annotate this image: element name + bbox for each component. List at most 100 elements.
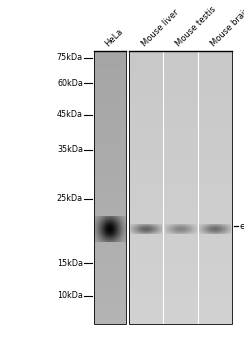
Bar [175,228,176,229]
Bar [122,228,123,229]
Bar [184,230,185,231]
Bar [189,230,190,231]
Bar [178,225,179,226]
Bar [150,225,151,226]
Bar [202,233,203,234]
Bar [113,231,114,232]
Bar [199,233,200,234]
Bar [107,236,108,237]
Bar [220,233,221,234]
Bar [159,229,160,230]
Bar [129,248,232,252]
Bar [202,225,203,226]
Bar [100,232,101,233]
Bar [139,231,140,232]
Bar [99,241,100,242]
Bar [122,236,123,237]
Bar [112,231,113,232]
Bar [202,229,203,230]
Bar [217,229,218,230]
Bar [94,283,126,286]
Bar [98,216,99,217]
Bar [228,231,229,232]
Bar [147,225,148,226]
Bar [94,259,126,262]
Bar [149,228,150,229]
Bar [103,235,104,236]
Bar [122,221,123,222]
Bar [210,228,211,229]
Bar [125,235,126,236]
Bar [171,228,172,229]
Bar [137,226,138,227]
Bar [99,239,100,240]
Bar [177,228,178,229]
Bar [129,222,232,225]
Bar [129,68,232,71]
Bar [120,223,121,224]
Bar [115,235,116,236]
Bar [170,233,171,234]
Bar [207,224,208,225]
Bar [165,230,166,231]
Bar [103,225,104,226]
Bar [219,227,220,228]
Bar [138,232,139,233]
Bar [117,231,118,232]
Bar [114,224,115,225]
Bar [181,232,182,233]
Bar [94,220,95,221]
Bar [129,99,232,102]
Bar [121,220,122,221]
Bar [215,226,216,227]
Bar [219,224,220,225]
Bar [95,220,96,221]
Bar [185,232,186,233]
Bar [116,233,117,234]
Bar [119,239,120,240]
Bar [157,224,158,225]
Bar [116,237,117,238]
Bar [132,232,133,233]
Bar [120,235,121,236]
Bar [97,216,98,217]
Bar [106,232,107,233]
Bar [104,221,105,222]
Bar [113,234,114,235]
Bar [230,233,231,234]
Bar [133,226,134,227]
Bar [116,235,117,236]
Bar [168,228,169,229]
Bar [180,231,181,232]
Bar [125,237,126,238]
Bar [95,235,96,236]
Bar [117,239,118,240]
Bar [136,225,137,226]
Bar [216,227,217,228]
Bar [108,229,109,230]
Bar [108,241,109,242]
Bar [110,228,111,229]
Bar [114,221,115,222]
Bar [181,230,182,231]
Bar [134,231,135,232]
Bar [151,228,152,229]
Bar [228,228,229,229]
Bar [176,231,177,232]
Bar [158,233,159,234]
Bar [103,224,104,225]
Bar [155,232,156,233]
Bar [130,226,131,227]
Bar [209,225,210,226]
Bar [110,230,111,231]
Bar [148,226,149,227]
Bar [116,225,117,226]
Bar [118,235,119,236]
Bar [141,231,142,232]
Bar [191,231,192,232]
Bar [227,225,228,226]
Bar [112,229,113,230]
Bar [99,231,100,232]
Bar [169,233,170,234]
Bar [176,224,177,225]
